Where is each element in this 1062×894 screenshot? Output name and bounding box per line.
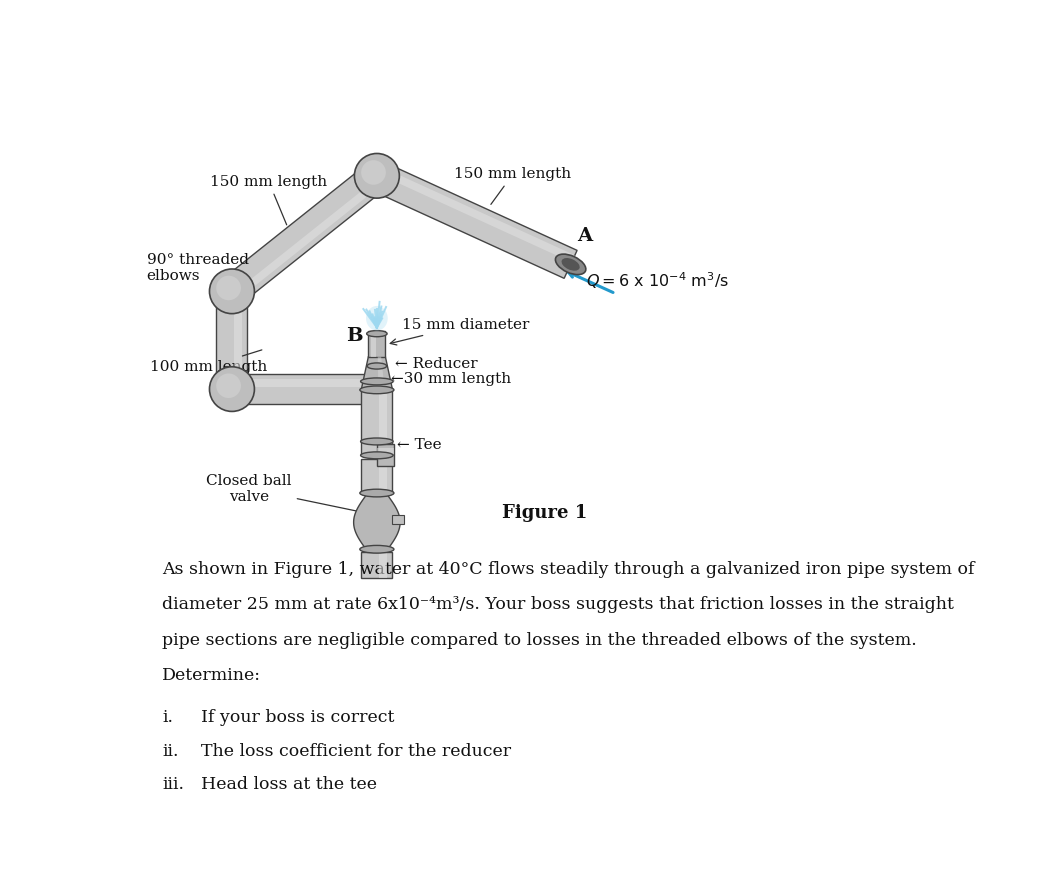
Ellipse shape <box>360 489 394 497</box>
Ellipse shape <box>366 331 388 337</box>
Polygon shape <box>354 495 400 549</box>
Circle shape <box>361 160 386 185</box>
Polygon shape <box>378 166 575 262</box>
Text: ii.: ii. <box>162 743 178 760</box>
Ellipse shape <box>361 451 393 459</box>
Polygon shape <box>232 379 377 387</box>
Polygon shape <box>377 448 394 453</box>
Polygon shape <box>361 552 392 578</box>
Polygon shape <box>361 357 392 389</box>
Text: i.: i. <box>162 709 173 726</box>
Polygon shape <box>235 291 242 389</box>
Ellipse shape <box>361 438 393 445</box>
Polygon shape <box>379 552 387 578</box>
Polygon shape <box>377 444 394 467</box>
Text: Head loss at the tee: Head loss at the tee <box>201 776 377 793</box>
Ellipse shape <box>562 258 580 271</box>
Polygon shape <box>369 332 386 357</box>
Polygon shape <box>361 389 392 455</box>
Text: ← Reducer: ← Reducer <box>395 358 478 371</box>
Polygon shape <box>379 460 387 493</box>
Polygon shape <box>378 357 384 389</box>
Circle shape <box>217 275 241 300</box>
Text: 150 mm length: 150 mm length <box>210 175 327 224</box>
Polygon shape <box>232 374 377 404</box>
Circle shape <box>217 374 241 398</box>
Text: pipe sections are negligible compared to losses in the threaded elbows of the sy: pipe sections are negligible compared to… <box>162 632 917 649</box>
Ellipse shape <box>361 378 393 384</box>
Circle shape <box>209 269 255 314</box>
Text: Figure 1: Figure 1 <box>501 504 587 522</box>
Ellipse shape <box>360 545 394 553</box>
Polygon shape <box>217 291 247 389</box>
Ellipse shape <box>367 363 387 369</box>
Polygon shape <box>392 515 404 524</box>
Ellipse shape <box>366 306 388 331</box>
Text: Closed ball
valve: Closed ball valve <box>206 474 389 519</box>
Ellipse shape <box>360 386 394 393</box>
Polygon shape <box>371 162 577 278</box>
Polygon shape <box>372 332 376 357</box>
Text: The loss coefficient for the reducer: The loss coefficient for the reducer <box>201 743 511 760</box>
Text: Determine:: Determine: <box>162 667 261 684</box>
Polygon shape <box>361 460 392 493</box>
Text: A: A <box>577 227 592 245</box>
Text: As shown in Figure 1, water at 40°C flows steadily through a galvanized iron pip: As shown in Figure 1, water at 40°C flow… <box>162 561 975 578</box>
Polygon shape <box>234 178 383 299</box>
Circle shape <box>355 154 399 198</box>
Text: B: B <box>346 327 362 345</box>
Ellipse shape <box>555 254 586 274</box>
Text: 150 mm length: 150 mm length <box>455 167 571 205</box>
Circle shape <box>209 367 255 411</box>
Text: ← Tee: ← Tee <box>397 438 442 452</box>
Text: $Q = 6\ \mathrm{x}\ 10^{-4}\ \mathrm{m}^3/\mathrm{s}$: $Q = 6\ \mathrm{x}\ 10^{-4}\ \mathrm{m}^… <box>586 271 730 291</box>
Text: 100 mm length: 100 mm length <box>150 350 267 374</box>
Text: 15 mm diameter: 15 mm diameter <box>390 318 529 345</box>
Text: iii.: iii. <box>162 776 184 793</box>
Polygon shape <box>222 164 387 303</box>
Text: If your boss is correct: If your boss is correct <box>201 709 394 726</box>
Polygon shape <box>379 389 387 455</box>
Text: 90° threaded
elbows: 90° threaded elbows <box>147 253 249 293</box>
Text: diameter 25 mm at rate 6x10⁻⁴m³/s. Your boss suggests that friction losses in th: diameter 25 mm at rate 6x10⁻⁴m³/s. Your … <box>162 596 954 613</box>
Text: ←30 mm length: ←30 mm length <box>391 372 511 386</box>
